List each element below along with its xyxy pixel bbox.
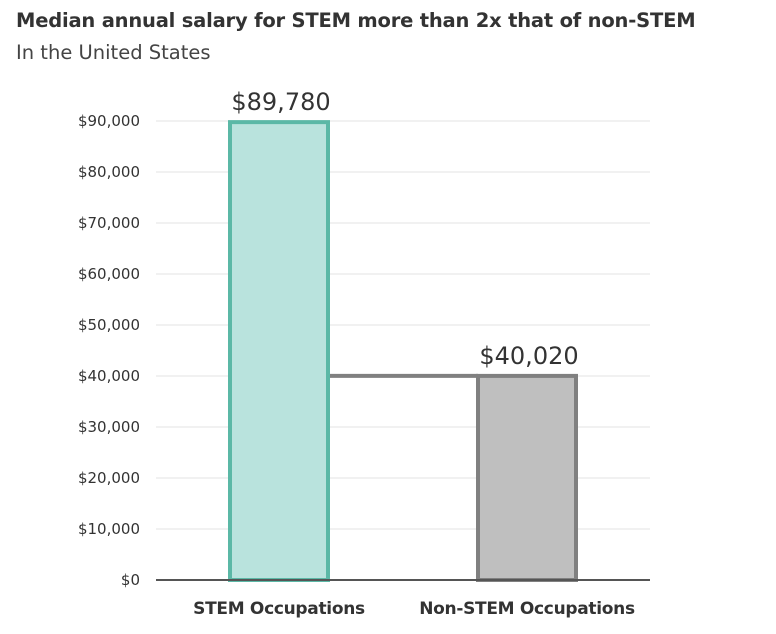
y-tick-label: $90,000: [78, 112, 140, 130]
y-tick-label: $60,000: [78, 265, 140, 283]
y-tick-label: $70,000: [78, 214, 140, 232]
y-tick-label: $20,000: [78, 469, 140, 487]
category-label: Non-STEM Occupations: [419, 599, 635, 619]
y-tick-label: $40,000: [78, 367, 140, 385]
x-axis-category-labels: STEM Occupations Non-STEM Occupations: [193, 599, 635, 619]
y-tick-label: $0: [121, 571, 140, 589]
y-tick-label: $80,000: [78, 163, 140, 181]
y-axis-tick-labels: $0 $10,000 $20,000 $30,000 $40,000 $50,000 $60…: [78, 112, 140, 589]
bar-stem: [228, 120, 330, 582]
value-label: $89,780: [231, 88, 330, 116]
chart-title: Median annual salary for STEM more than …: [16, 9, 696, 32]
y-tick-label: $50,000: [78, 316, 140, 334]
value-labels: $89,780 $40,020: [231, 88, 578, 370]
y-tick-label: $10,000: [78, 520, 140, 538]
bar-non-stem: [476, 373, 578, 583]
value-label: $40,020: [479, 342, 578, 370]
category-label: STEM Occupations: [193, 599, 365, 619]
chart-subtitle: In the United States: [16, 41, 211, 64]
y-tick-label: $30,000: [78, 418, 140, 436]
